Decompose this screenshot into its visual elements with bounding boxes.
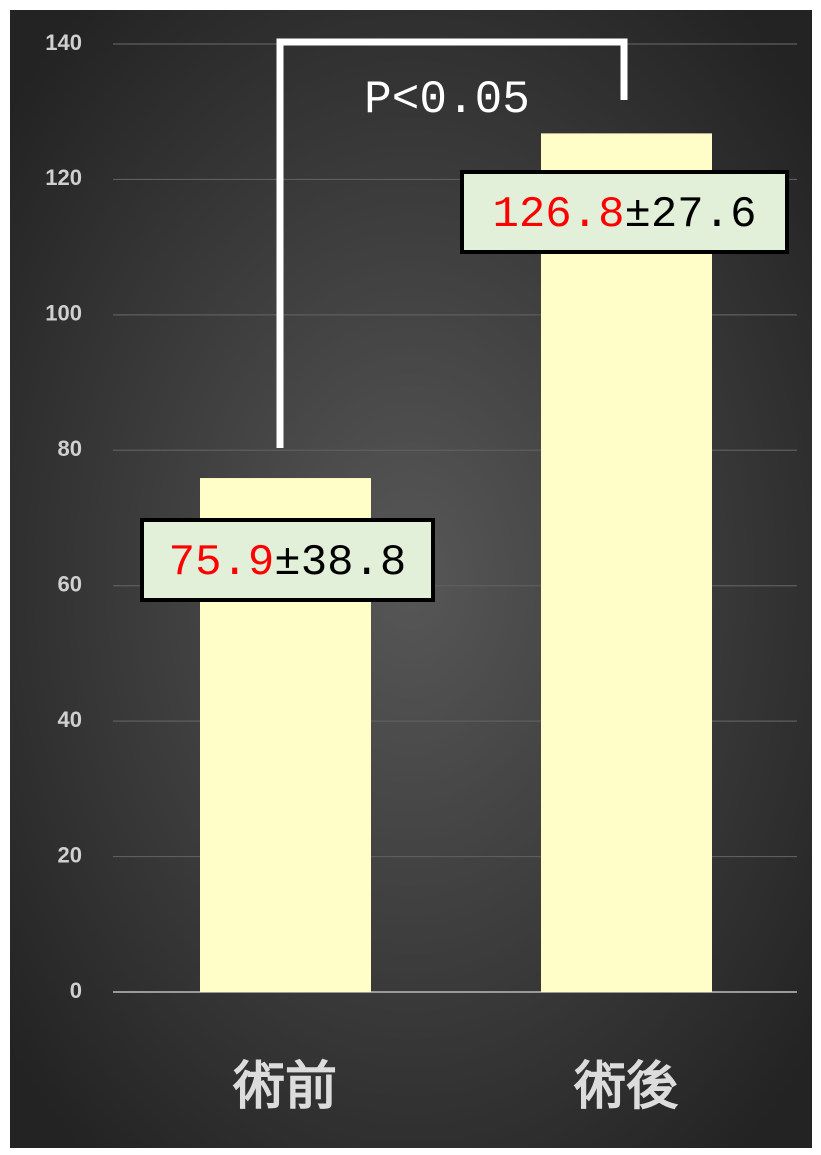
annotation: P<0.05: [364, 74, 530, 126]
y-tick-label: 20: [58, 842, 82, 867]
y-tick-label: 0: [70, 978, 82, 1003]
data-label: 126.8±27.6: [492, 190, 756, 240]
labels: 術前 75.9±38.8 術後 126.8±27.6: [140, 170, 789, 1117]
y-tick-label: 60: [58, 572, 82, 597]
value-label: 126.8: [492, 190, 624, 240]
significance-bracket: [276, 38, 628, 448]
bar: [541, 133, 712, 992]
y-tick-label: 80: [58, 436, 82, 461]
error-label: ±38.8: [274, 538, 406, 588]
error-label: ±27.6: [625, 190, 757, 240]
y-tick-label: 40: [58, 707, 82, 732]
label-box: [140, 518, 435, 602]
y-tick-label: 140: [45, 30, 82, 55]
value-label: 75.9: [169, 538, 275, 588]
x-tick-label: 術後: [573, 1057, 679, 1117]
label-box: [460, 170, 789, 254]
data-label: 75.9±38.8: [169, 538, 407, 588]
y-tick-label: 100: [45, 301, 82, 326]
x-tick-label: 術前: [232, 1057, 337, 1117]
y-tick-label: 120: [45, 165, 82, 190]
